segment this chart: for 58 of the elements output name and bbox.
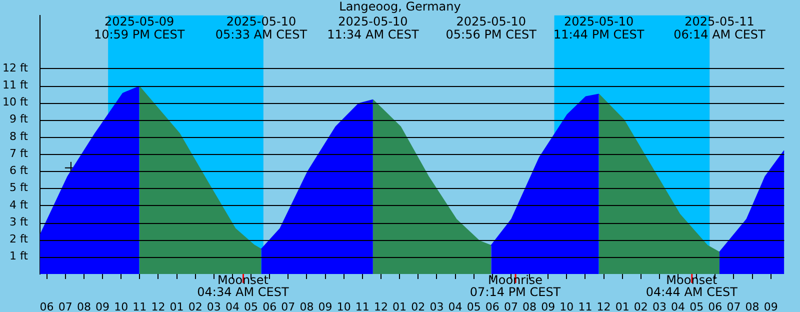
x-tick-label: 01 [170, 300, 184, 312]
x-tick-label: 07 [726, 300, 741, 312]
x-tick-label: 07 [281, 300, 296, 312]
x-tick-label: 09 [541, 300, 556, 312]
x-tick-label: 09 [318, 300, 332, 312]
x-tick-label: 01 [392, 300, 407, 312]
x-tick-label: 12 [151, 300, 166, 312]
x-tick-label: 04 [671, 300, 686, 312]
x-tick-label: 06 [708, 300, 722, 312]
y-tick-label: 11 ft [2, 78, 29, 92]
x-tick-label: 05 [690, 300, 704, 312]
annotation: 2025-05-10 11:44 PM CEST [553, 14, 645, 42]
x-tick-label: 06 [485, 300, 500, 312]
x-tick-label: 03 [430, 300, 444, 312]
x-tick-label: 08 [745, 300, 760, 312]
x-tick-label: 01 [615, 300, 630, 312]
x-tick-label: 09 [96, 300, 110, 312]
x-tick-label: 03 [652, 300, 666, 312]
x-tick-label: 05 [466, 300, 481, 312]
x-tick-label: 11 [578, 300, 592, 312]
x-tick-label: 07 [504, 300, 518, 312]
y-tick-label: 8 ft [10, 130, 29, 143]
x-tick-label: 08 [300, 300, 314, 312]
x-tick-label: 06 [262, 300, 277, 312]
annotation: 2025-05-10 05:33 AM CEST [215, 14, 308, 42]
y-tick-label: 1 ft [10, 250, 29, 263]
y-tick-label: 9 ft [10, 112, 29, 126]
x-tick-label: 07 [58, 300, 72, 312]
x-tick-label: 11 [355, 300, 370, 312]
x-tick-label: 02 [634, 300, 648, 312]
x-tick-label: 09 [764, 300, 778, 312]
x-tick-label: 03 [206, 300, 221, 312]
x-tick-label: 08 [522, 300, 537, 312]
x-tick-label: 10 [114, 300, 128, 312]
y-tick-label: 10 ft [2, 96, 29, 109]
x-tick-label: 04 [448, 300, 462, 312]
x-tick-label: 05 [244, 300, 258, 312]
annotation: 2025-05-09 10:59 PM CEST [94, 14, 186, 42]
y-tick-label: 3 ft [10, 215, 29, 228]
y-tick-label: 5 ft [10, 181, 29, 194]
y-tick-label: 6 ft [10, 164, 29, 178]
x-tick-label: 04 [225, 300, 240, 312]
annotation: 2025-05-10 11:34 AM CEST [327, 14, 420, 42]
x-tick-label: 11 [132, 300, 147, 312]
x-tick-label: 02 [188, 300, 202, 312]
y-tick-label: 4 ft [10, 198, 29, 212]
x-tick-label: 02 [411, 300, 426, 312]
x-tick-label: 10 [560, 300, 574, 312]
y-tick-label: 2 ft [10, 232, 29, 246]
x-tick-label: 08 [76, 300, 91, 312]
x-tick-label: 12 [596, 300, 611, 312]
y-tick-label: 12 ft [2, 61, 29, 74]
annotation: 2025-05-10 05:56 PM CEST [446, 14, 538, 42]
x-tick-label: 06 [40, 300, 54, 312]
x-tick-label: 12 [374, 300, 388, 312]
x-tick-label: 10 [336, 300, 351, 312]
chart-title: Langeoog, Germany [339, 0, 461, 14]
y-tick-label: 7 ft [10, 146, 29, 160]
